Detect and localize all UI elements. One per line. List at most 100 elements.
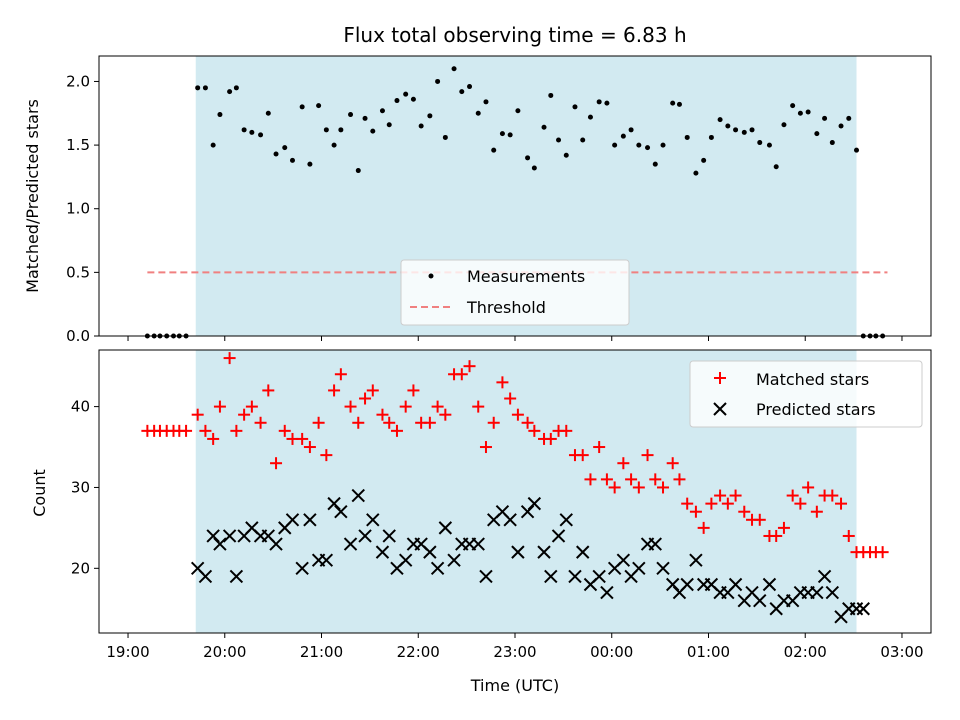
matched-star-point — [842, 529, 855, 542]
predicted-star-point — [229, 569, 244, 584]
matched-star-point — [423, 416, 436, 429]
matched-star-point — [472, 400, 485, 413]
measurement-point — [773, 164, 779, 170]
measurement-point — [394, 98, 400, 104]
predicted-star-stroke — [438, 521, 453, 535]
measurement-point — [451, 66, 457, 72]
measurement-point — [338, 127, 344, 133]
measurement-point — [701, 157, 707, 163]
matched-star-point — [681, 497, 694, 510]
predicted-star-point — [576, 545, 590, 559]
measurement-point — [483, 99, 489, 105]
x-tick-label: 20:00 — [203, 643, 246, 661]
measurement-point — [467, 84, 473, 90]
measurement-point — [717, 117, 723, 123]
measurement-point — [541, 124, 547, 130]
measurement-point — [563, 152, 569, 158]
predicted-star-point — [762, 577, 777, 592]
matched-star-point — [207, 432, 220, 445]
measurement-point — [249, 129, 255, 135]
predicted-star-stroke — [269, 537, 283, 551]
matched-star-point — [632, 481, 645, 494]
measurement-point — [725, 123, 731, 129]
measurement-point — [846, 115, 852, 121]
measurement-point — [370, 128, 376, 134]
predicted-star-stroke — [544, 569, 558, 584]
measurement-point — [741, 129, 747, 135]
matched-star-point — [296, 432, 309, 445]
predicted-star-stroke — [600, 585, 614, 600]
predicted-star-stroke — [810, 585, 824, 600]
measurement-point — [386, 122, 392, 128]
predicted-star-stroke — [198, 569, 213, 584]
measurement-point — [210, 142, 216, 148]
matched-star-point — [826, 489, 839, 502]
measurement-point — [814, 131, 820, 137]
top-panel: 0.0 0.5 1.0 1.5 2.0 — [66, 55, 932, 345]
measurement-point — [475, 110, 481, 116]
predicted-star-stroke — [351, 488, 365, 503]
predicted-star-stroke — [592, 569, 606, 584]
x-tick-label: 03:00 — [880, 643, 923, 661]
predicted-star-stroke — [632, 561, 646, 576]
measurement-point — [258, 132, 264, 138]
matched-star-point — [617, 457, 630, 470]
measurement-point — [435, 78, 441, 84]
measurement-point — [273, 151, 279, 157]
x-tick-label: 21:00 — [300, 643, 343, 661]
predicted-star-point — [753, 593, 767, 608]
predicted-star-stroke — [817, 569, 832, 584]
measurement-point — [316, 103, 322, 109]
bottom-y-tick-label: 40 — [71, 398, 90, 416]
matched-star-point — [352, 416, 365, 429]
x-tick-label: 01:00 — [687, 643, 730, 661]
measurement-point — [507, 132, 513, 138]
predicted-star-point — [343, 537, 358, 551]
measurement-point — [645, 145, 651, 151]
matched-star-point — [560, 424, 573, 437]
top-legend: Measurements Threshold — [400, 259, 630, 326]
legend-label-measurements: Measurements — [467, 267, 585, 286]
matched-star-point — [479, 441, 492, 454]
measurement-point — [379, 108, 385, 114]
x-tick-label: 02:00 — [784, 643, 827, 661]
matched-star-point — [649, 473, 662, 486]
predicted-star-point — [551, 529, 566, 543]
predicted-star-stroke — [656, 561, 670, 576]
matched-star-point — [721, 497, 734, 510]
predicted-star-stroke — [616, 553, 631, 567]
predicted-star-stroke — [551, 529, 566, 543]
predicted-star-stroke — [295, 561, 309, 576]
x-tick-label: 19:00 — [106, 643, 149, 661]
matched-star-point — [376, 408, 389, 421]
matched-star-point — [399, 400, 412, 413]
measurement-point — [604, 100, 610, 106]
predicted-star-point — [423, 545, 437, 559]
measurement-point — [676, 101, 682, 107]
predicted-star-point — [632, 561, 646, 576]
predicted-star-point — [728, 577, 743, 592]
measurement-point — [265, 110, 271, 116]
measurement-point — [459, 89, 465, 95]
predicted-star-stroke — [414, 537, 428, 551]
matched-star-point — [666, 457, 679, 470]
measurement-point — [580, 137, 586, 143]
matched-star-point — [278, 424, 291, 437]
measurement-point — [362, 115, 368, 121]
predicted-star-stroke — [495, 505, 510, 519]
predicted-star-stroke — [537, 545, 551, 559]
predicted-star-point — [295, 561, 309, 576]
measurement-point — [403, 91, 409, 97]
matched-star-point — [705, 497, 718, 510]
predicted-star-stroke — [245, 521, 259, 535]
chart-title: Flux total observing time = 6.83 h — [343, 23, 686, 47]
predicted-star-point — [810, 585, 824, 600]
predicted-star-point — [689, 553, 703, 567]
matched-star-point — [328, 384, 341, 397]
measurement-point — [410, 96, 416, 102]
predicted-star-stroke — [447, 553, 461, 567]
measurement-point — [790, 103, 796, 109]
measurement-point — [195, 85, 201, 91]
predicted-star-stroke — [503, 513, 517, 527]
